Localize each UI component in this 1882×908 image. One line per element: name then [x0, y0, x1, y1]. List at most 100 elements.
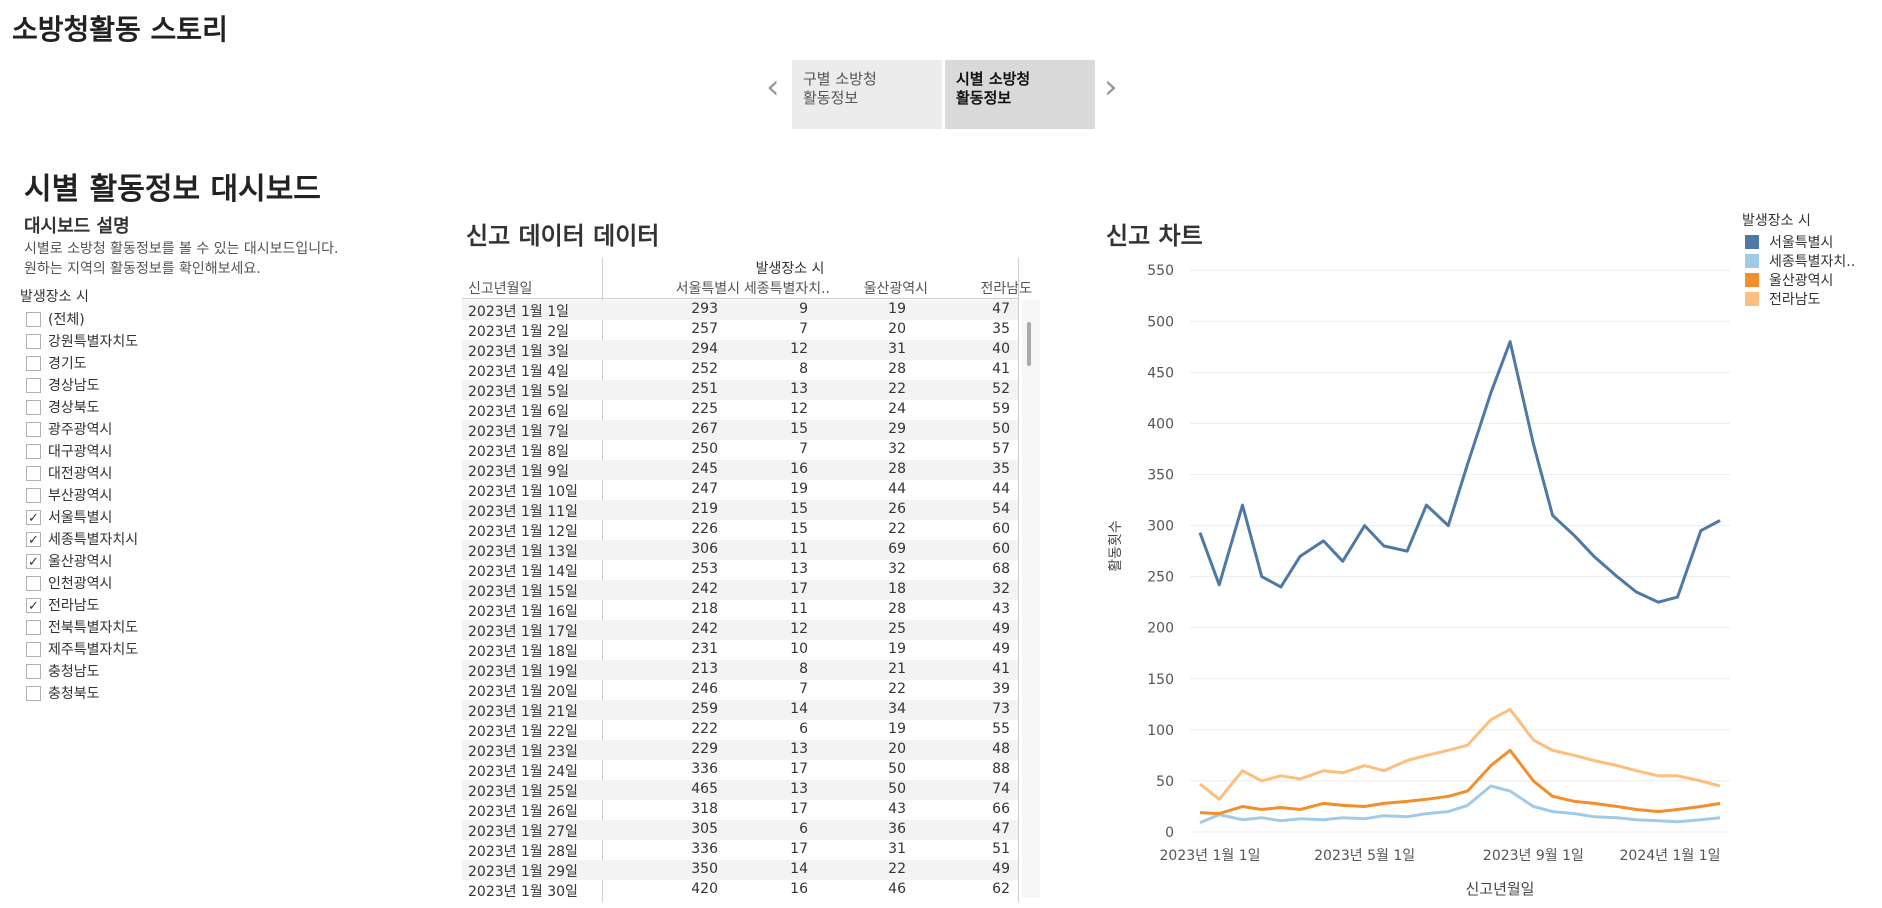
- filter-option[interactable]: 경상북도: [26, 396, 100, 418]
- checkbox-icon[interactable]: [26, 487, 41, 503]
- table-cell-value: 52: [992, 381, 1010, 397]
- checkbox-icon[interactable]: [26, 421, 41, 437]
- legend-item[interactable]: 세종특별자치..: [1745, 251, 1855, 271]
- x-tick-label: 2023년 5월 1일: [1314, 848, 1415, 864]
- description-line: 시별로 소방청 활동정보를 볼 수 있는 대시보드입니다.: [24, 241, 339, 257]
- filter-option[interactable]: ✓ 세종특별자치시: [26, 528, 138, 550]
- table-row[interactable]: 2023년 1월 15일 242 17 18 32: [462, 580, 1018, 600]
- table-cell-date: 2023년 1월 18일: [468, 644, 578, 660]
- table-cell-value: 16: [790, 881, 808, 897]
- checkbox-checked-icon[interactable]: ✓: [26, 531, 41, 548]
- filter-option[interactable]: 제주특별자치도: [26, 638, 138, 660]
- description-title: 대시보드 설명: [24, 216, 130, 237]
- table-row[interactable]: 2023년 1월 6일 225 12 24 59: [462, 400, 1018, 420]
- checkbox-icon[interactable]: [26, 663, 41, 679]
- table-row[interactable]: 2023년 1월 24일 336 17 50 88: [462, 760, 1018, 780]
- filter-title: 발생장소 시: [20, 289, 89, 305]
- legend-item[interactable]: 전라남도: [1745, 289, 1821, 309]
- table-row[interactable]: 2023년 1월 9일 245 16 28 35: [462, 460, 1018, 480]
- filter-option[interactable]: 강원특별자치도: [26, 330, 138, 352]
- filter-option[interactable]: 대구광역시: [26, 440, 112, 462]
- table-cell-value: 267: [691, 421, 718, 437]
- table-row[interactable]: 2023년 1월 22일 222 6 19 55: [462, 720, 1018, 740]
- checkbox-icon[interactable]: [26, 333, 41, 349]
- table-row[interactable]: 2023년 1월 7일 267 15 29 50: [462, 420, 1018, 440]
- table-row[interactable]: 2023년 1월 23일 229 13 20 48: [462, 740, 1018, 760]
- checkbox-icon[interactable]: [26, 641, 41, 657]
- table-column-header[interactable]: 울산광역시: [863, 281, 928, 297]
- table-column-header[interactable]: 세종특별자치..: [743, 281, 830, 297]
- checkbox-icon[interactable]: [26, 465, 41, 481]
- filter-option[interactable]: 대전광역시: [26, 462, 112, 484]
- filter-option[interactable]: ✓ 울산광역시: [26, 550, 112, 572]
- checkbox-icon[interactable]: [26, 399, 41, 415]
- filter-option[interactable]: ✓ 서울특별시: [26, 506, 112, 528]
- table-row[interactable]: 2023년 1월 21일 259 14 34 73: [462, 700, 1018, 720]
- table-cell-value: 8: [799, 661, 808, 677]
- filter-option-label: 강원특별자치도: [48, 334, 139, 350]
- table-row[interactable]: 2023년 1월 1일 293 9 19 47: [462, 300, 1018, 320]
- filter-option[interactable]: 경기도: [26, 352, 87, 374]
- checkbox-checked-icon[interactable]: ✓: [26, 509, 41, 526]
- table-row[interactable]: 2023년 1월 20일 246 7 22 39: [462, 680, 1018, 700]
- table-column-header[interactable]: 서울특별시: [675, 281, 740, 297]
- table-cell-value: 50: [888, 761, 906, 777]
- table-row[interactable]: 2023년 1월 4일 252 8 28 41: [462, 360, 1018, 380]
- checkbox-icon[interactable]: [26, 685, 41, 701]
- table-cell-date: 2023년 1월 27일: [468, 824, 578, 840]
- table-row[interactable]: 2023년 1월 26일 318 17 43 66: [462, 800, 1018, 820]
- table-row[interactable]: 2023년 1월 25일 465 13 50 74: [462, 780, 1018, 800]
- checkbox-checked-icon[interactable]: ✓: [26, 553, 41, 570]
- filter-option[interactable]: 부산광역시: [26, 484, 112, 506]
- filter-option[interactable]: 충청남도: [26, 660, 100, 682]
- checkbox-icon[interactable]: [26, 377, 41, 393]
- table-row[interactable]: 2023년 1월 8일 250 7 32 57: [462, 440, 1018, 460]
- table-row[interactable]: 2023년 1월 13일 306 11 69 60: [462, 540, 1018, 560]
- table-row[interactable]: 2023년 1월 5일 251 13 22 52: [462, 380, 1018, 400]
- table-row[interactable]: 2023년 1월 17일 242 12 25 49: [462, 620, 1018, 640]
- table-row[interactable]: 2023년 1월 27일 305 6 36 47: [462, 820, 1018, 840]
- filter-option[interactable]: 광주광역시: [26, 418, 112, 440]
- table-cell-value: 22: [888, 681, 906, 697]
- legend-item[interactable]: 서울특별시: [1745, 232, 1833, 252]
- description-line: 원하는 지역의 활동정보를 확인해보세요.: [24, 261, 261, 277]
- table-row[interactable]: 2023년 1월 30일 420 16 46 62: [462, 880, 1018, 900]
- filter-option[interactable]: ✓ 전라남도: [26, 594, 100, 616]
- filter-option[interactable]: 전북특별자치도: [26, 616, 138, 638]
- table-row[interactable]: 2023년 1월 2일 257 7 20 35: [462, 320, 1018, 340]
- filter-option[interactable]: 충청북도: [26, 682, 100, 704]
- table-row[interactable]: 2023년 1월 28일 336 17 31 51: [462, 840, 1018, 860]
- legend-item[interactable]: 울산광역시: [1745, 270, 1833, 290]
- checkbox-icon[interactable]: [26, 619, 41, 635]
- chevron-right-icon[interactable]: ›: [1104, 67, 1118, 107]
- table-row[interactable]: 2023년 1월 16일 218 11 28 43: [462, 600, 1018, 620]
- scroll-thumb[interactable]: [1027, 322, 1031, 366]
- checkbox-icon[interactable]: [26, 575, 41, 591]
- table-cell-date: 2023년 1월 17일: [468, 624, 578, 640]
- table-column-header[interactable]: 전라남도: [980, 281, 1032, 297]
- checkbox-icon[interactable]: [26, 355, 41, 371]
- table-row[interactable]: 2023년 1월 10일 247 19 44 44: [462, 480, 1018, 500]
- table-row[interactable]: 2023년 1월 11일 219 15 26 54: [462, 500, 1018, 520]
- table-scrollbar[interactable]: [1022, 300, 1040, 898]
- table-row[interactable]: 2023년 1월 29일 350 14 22 49: [462, 860, 1018, 880]
- table-cell-value: 7: [799, 321, 808, 337]
- table-row[interactable]: 2023년 1월 3일 294 12 31 40: [462, 340, 1018, 360]
- legend-swatch: [1745, 292, 1759, 306]
- checkbox-icon[interactable]: [26, 443, 41, 459]
- checkbox-icon[interactable]: [26, 311, 41, 327]
- table-row[interactable]: 2023년 1월 19일 213 8 21 41: [462, 660, 1018, 680]
- table-row[interactable]: 2023년 1월 12일 226 15 22 60: [462, 520, 1018, 540]
- table-cell-value: 229: [691, 741, 718, 757]
- table-cell-date: 2023년 1월 21일: [468, 704, 578, 720]
- table-cell-date: 2023년 1월 26일: [468, 804, 578, 820]
- story-tab-city[interactable]: 시별 소방청 활동정보: [945, 60, 1095, 129]
- story-tab-district[interactable]: 구별 소방청 활동정보: [792, 60, 942, 129]
- filter-option[interactable]: (전체): [26, 308, 85, 330]
- table-row[interactable]: 2023년 1월 14일 253 13 32 68: [462, 560, 1018, 580]
- filter-option[interactable]: 인천광역시: [26, 572, 112, 594]
- chevron-left-icon[interactable]: ‹: [766, 67, 780, 107]
- checkbox-checked-icon[interactable]: ✓: [26, 597, 41, 614]
- filter-option[interactable]: 경상남도: [26, 374, 100, 396]
- table-row[interactable]: 2023년 1월 18일 231 10 19 49: [462, 640, 1018, 660]
